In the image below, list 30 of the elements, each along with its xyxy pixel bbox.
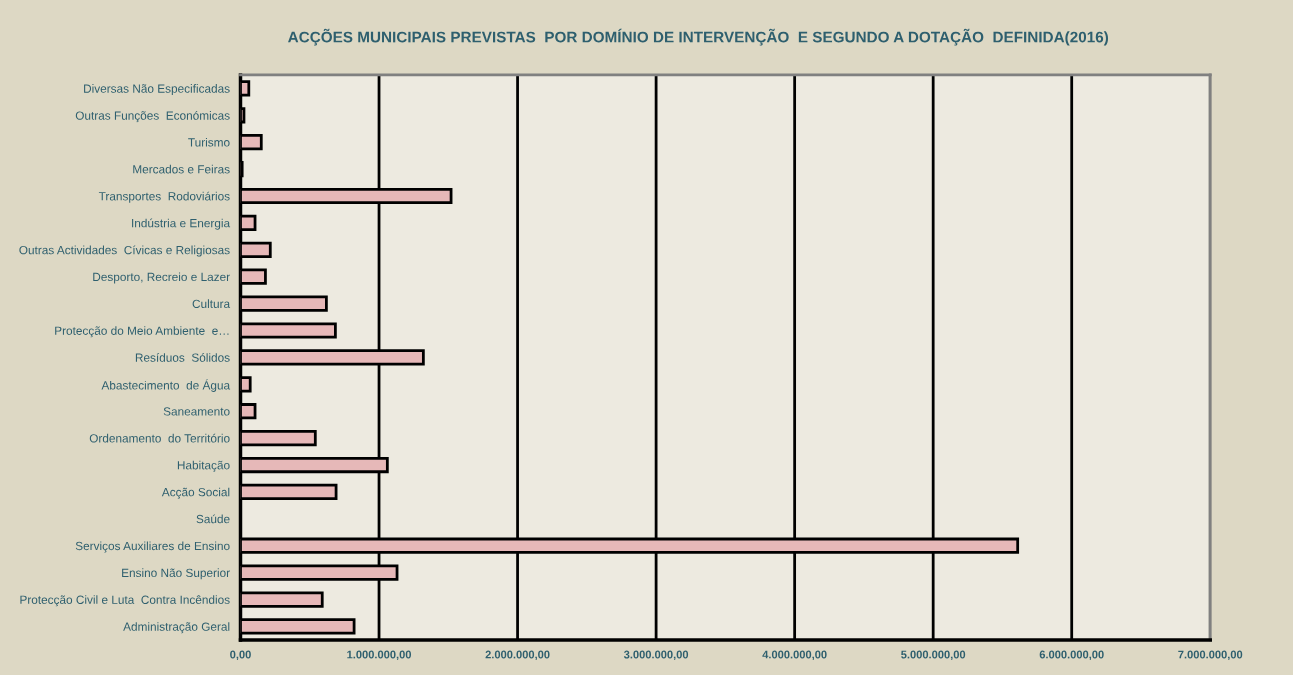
x-tick-label: 3.000.000,00 [623,650,689,661]
x-tick-label: 4.000.000,00 [762,650,827,661]
y-tick-label: Mercados e Feiras [133,164,230,174]
x-tick-label: 5.000.000,00 [901,650,966,661]
y-tick-label: Administração Geral [123,622,230,634]
y-tick-label: Indústria e Energia [132,218,231,230]
x-tick-label: 7.000.000,00 [1178,650,1243,661]
y-tick-label: Resíduos Sólidos [135,353,230,362]
y-tick-label: Habitação [177,460,230,472]
y-tick-label: Diversas Não Especificadas [84,84,230,96]
y-tick-label: Outras Actividades Cívicas e Religiosas [19,245,230,257]
x-tick-label: 2.000.000,00 [485,650,550,661]
y-tick-label: Outras Funções Económicas [75,110,230,123]
y-tick-label: Ensino Não Superior [122,568,230,580]
y-tick-label: Abastecimento de Água [101,379,231,392]
y-tick-label: Protecção do Meio Ambiente e… [55,326,229,338]
y-tick-label: Saúde [196,514,230,524]
x-tick-label: 6.000.000,00 [1039,650,1104,661]
y-tick-label: Serviços Auxiliares de Ensino [75,541,230,553]
y-tick-label: Turismo [188,137,230,147]
y-tick-label: Ordenamento do Território [89,433,230,443]
y-tick-label: Cultura [192,299,231,308]
y-tick-label: Saneamento [163,407,230,416]
y-tick-label: Transportes Rodoviários [98,191,230,203]
x-tick-label: 1.000.000,00 [347,650,412,661]
y-tick-label: Desporto, Recreio e Lazer [93,272,230,284]
x-tick-label: 0,00 [230,650,251,661]
chart-title: ACÇÕES MUNICIPAIS PREVISTAS POR DOMÍNIO DE INTERVENÇÃO E SEGUNDO A DOTAÇÃO DEFINIDA(2016) [288,28,1109,46]
y-tick-label: Protecção Civil e Luta Contra Incêndios [20,595,230,607]
y-tick-label: Acção Social [161,487,230,499]
